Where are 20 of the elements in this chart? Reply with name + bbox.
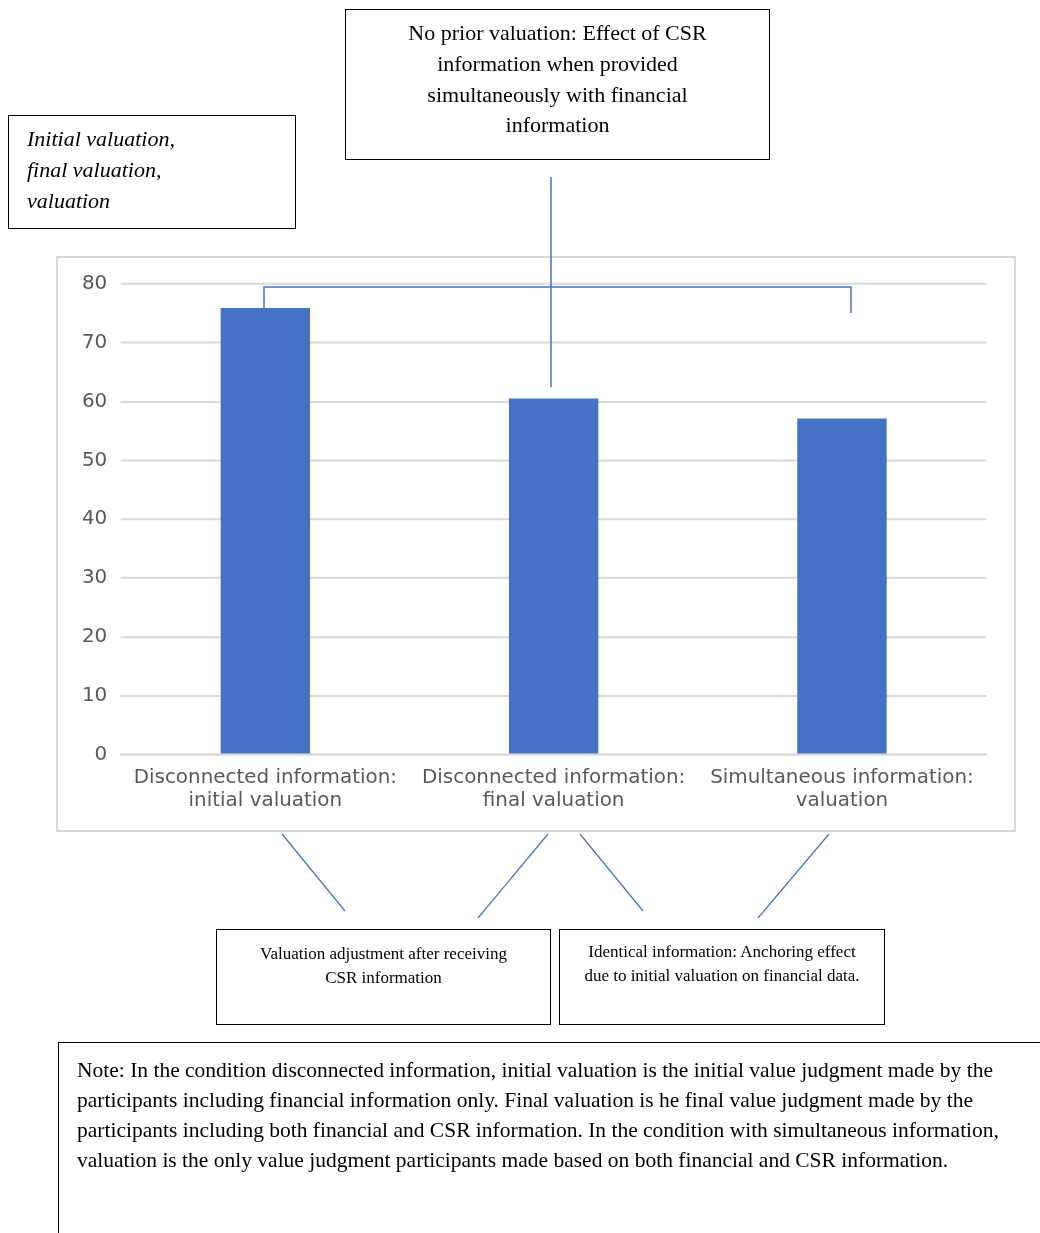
bar	[508, 398, 599, 754]
y-tick-label: 70	[81, 329, 108, 353]
y-tick-label: 40	[81, 506, 108, 530]
y-tick-label: 10	[81, 682, 108, 706]
x-tick-label: Disconnected information: final valuation	[421, 764, 686, 812]
bar	[220, 307, 311, 754]
text: Note: In the condition disconnected information, initial valuation is the initial value judgment made by the participants including financial information only. Final valuation is he final value judgment made by the participants including both financial and CSR information. In the condition with simultaneous information, valuation is the only value judgment participants made based on both financial and CSR information.	[58, 1042, 1040, 1233]
x-tick-label: Disconnected information: initial valuation	[133, 764, 398, 812]
text: No prior valuation: Effect of CSR information when provided simultaneously with financial information	[345, 9, 770, 160]
y-tick-label: 20	[81, 624, 108, 648]
y-tick-label: 80	[81, 271, 108, 294]
y-tick-label: 30	[81, 565, 108, 589]
text: Initial valuation, final valuation, valuation	[8, 115, 296, 229]
bar	[797, 418, 887, 754]
x-tick-label: Simultaneous information: valuation	[710, 764, 974, 812]
y-tick-label: 60	[81, 388, 108, 412]
y-tick-label: 50	[81, 447, 108, 471]
text: Valuation adjustment after receiving CSR information	[216, 929, 551, 1025]
y-tick-label: 0	[94, 741, 108, 765]
text: Identical information: Anchoring effect due to initial valuation on financial data.	[559, 929, 885, 1025]
